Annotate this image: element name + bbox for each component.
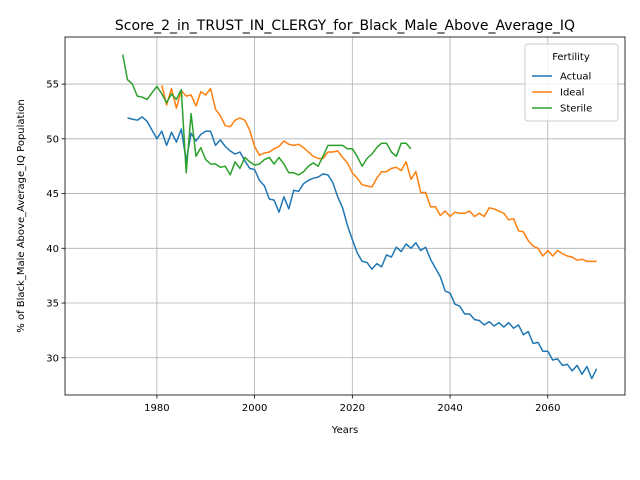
legend: Fertility Actual Ideal Sterile (525, 44, 618, 121)
y-axis-label: % of Black_Male Above_Average_IQ Populat… (16, 99, 27, 332)
y-tick-label: 30 (46, 353, 59, 364)
x-tick-label: 1980 (144, 403, 169, 414)
y-tick-label: 55 (46, 80, 59, 91)
y-tick-label: 35 (46, 299, 59, 310)
x-tick-label: 2040 (437, 403, 462, 414)
legend-label-sterile: Sterile (560, 104, 592, 115)
chart-title: Score_2_in_TRUST_IN_CLERGY_for_Black_Mal… (115, 18, 575, 34)
legend-label-ideal: Ideal (560, 88, 584, 99)
x-tick-label: 2060 (535, 403, 560, 414)
y-tick-label: 50 (46, 134, 59, 145)
legend-title: Fertility (552, 52, 590, 63)
legend-label-actual: Actual (560, 72, 591, 83)
y-tick-label: 45 (46, 189, 59, 200)
x-tick-label: 2000 (242, 403, 267, 414)
x-tick-label: 2020 (340, 403, 365, 414)
x-axis-label: Years (331, 425, 358, 436)
y-tick-label: 40 (46, 244, 59, 255)
